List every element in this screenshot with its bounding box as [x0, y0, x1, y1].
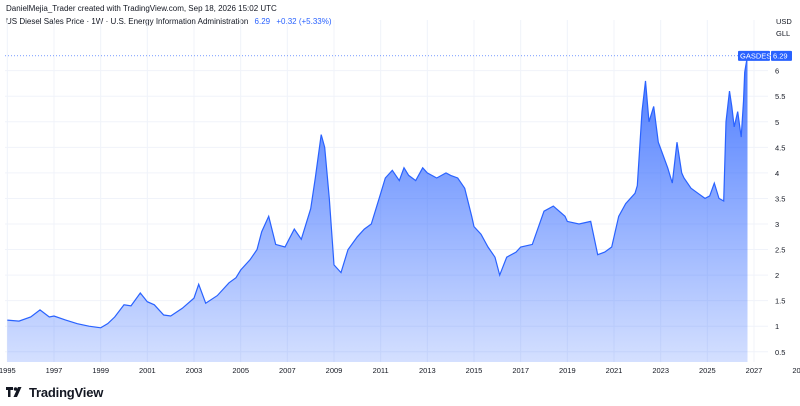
tradingview-logo-icon [6, 387, 22, 397]
y-tick-label: 3 [775, 220, 779, 229]
y-tick-label: 5.5 [775, 92, 785, 101]
x-tick-label: 2007 [279, 366, 296, 375]
x-tick-label: 2029 [792, 366, 800, 375]
tradingview-logo[interactable]: TradingView [6, 384, 103, 400]
last-value-tag-name: GASDESW [740, 51, 779, 60]
y-tick-label: 4.5 [775, 143, 785, 152]
series-change: +0.32 (+5.33%) [276, 17, 332, 26]
y-tick-label: 6 [775, 67, 779, 76]
tradingview-brand: TradingView [29, 384, 104, 400]
series-title: US Diesel Sales Price · 1W · U.S. Energy… [6, 17, 249, 26]
x-tick-label: 1995 [0, 366, 16, 375]
x-tick-label: 2011 [373, 366, 389, 375]
x-axis[interactable]: 1995 1997 1999 2001 2003 2005 2007 2009 2011 2013… [0, 366, 800, 375]
y-tick-label: 4 [775, 169, 779, 178]
x-tick-label: 2015 [466, 366, 483, 375]
x-tick-label: 1999 [92, 366, 109, 375]
last-value-tag: GASDESW 6.29 [738, 50, 792, 61]
x-tick-label: 2027 [746, 366, 763, 375]
y-tick-label: 3.5 [775, 194, 785, 203]
x-tick-label: 2023 [652, 366, 669, 375]
y-tick-label: 0.5 [775, 348, 785, 357]
series-line [7, 55, 749, 329]
x-tick-label: 2021 [606, 366, 623, 375]
x-tick-label: 2025 [699, 366, 716, 375]
x-tick-label: 2003 [186, 366, 203, 375]
y-axis[interactable]: 6 5.5 5 4.5 4 3.5 3 2.5 2 1.5 1 0.5 [775, 67, 785, 357]
series-legend[interactable]: US Diesel Sales Price · 1W · U.S. Energy… [6, 17, 332, 26]
y-tick-label: 1 [775, 322, 779, 331]
x-tick-label: 2017 [512, 366, 529, 375]
price-scale-subunit: GLL [776, 29, 791, 38]
y-tick-label: 2 [775, 271, 779, 280]
x-tick-label: 2019 [559, 366, 576, 375]
x-tick-label: 2009 [326, 366, 343, 375]
last-value-tag-value: 6.29 [773, 51, 788, 60]
y-tick-label: 5 [775, 118, 779, 127]
price-scale-unit: USD [776, 17, 792, 26]
series-last-value: 6.29 [254, 17, 271, 26]
y-tick-label: 2.5 [775, 246, 785, 255]
series-area-fill [7, 55, 748, 363]
x-tick-label: 2001 [139, 366, 156, 375]
chart-attribution: DanielMejia_Trader created with TradingV… [6, 4, 277, 13]
x-tick-label: 1997 [46, 366, 63, 375]
y-tick-label: 1.5 [775, 297, 785, 306]
x-tick-label: 2013 [419, 366, 436, 375]
x-tick-label: 2005 [232, 366, 249, 375]
